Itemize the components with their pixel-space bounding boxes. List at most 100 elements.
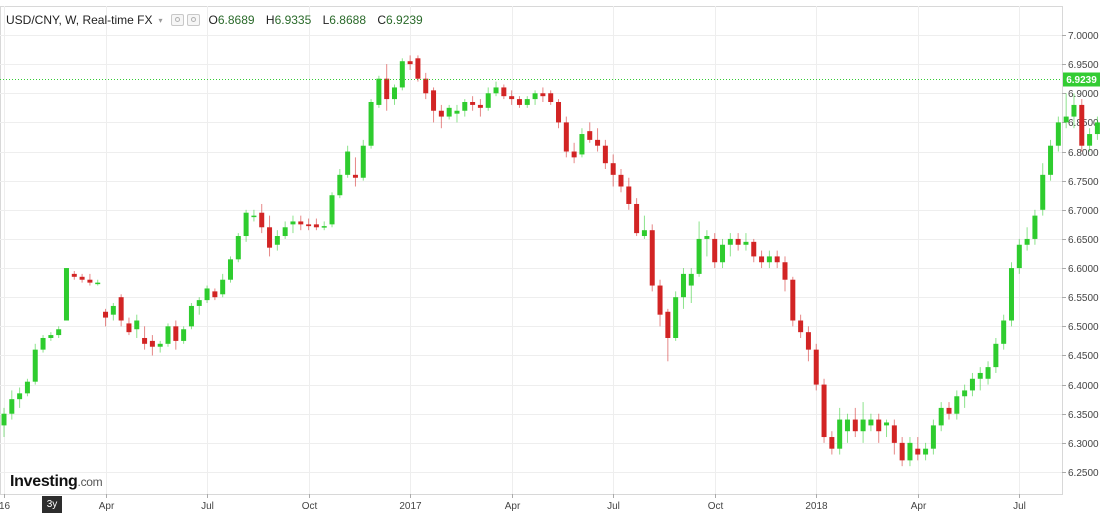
hide-icon[interactable] [186,14,200,26]
plot-frame [0,6,1063,495]
y-tick-label: 6.9000 [1068,89,1099,100]
candle-up [720,244,726,263]
candle-up [930,425,936,449]
candle-down [649,230,655,286]
y-tick-label: 6.6500 [1068,235,1099,246]
symbol-title[interactable]: USD/CNY, W, Real-time FX [6,13,153,27]
candle-up [860,419,866,432]
current-price-label: 6.9239 [1066,75,1097,86]
candle-down [126,323,132,333]
candle-up [48,335,54,338]
candle-down [501,87,507,97]
candle-up [1055,122,1061,146]
candle-down [384,78,390,100]
low-label: L [322,13,330,27]
candle-down [571,151,577,158]
candle-up [704,236,710,239]
candle-down [782,262,788,280]
candle-down [891,425,897,443]
chart-header: USD/CNY, W, Real-time FX ▾ O6.8689 H6.93… [6,13,431,27]
candle-up [1094,122,1100,135]
candle-down [915,448,921,455]
candle-up [1063,116,1069,123]
candle-down [548,93,554,103]
candle-down [876,419,882,432]
y-tick-label: 6.8000 [1068,148,1099,159]
candle-down [829,437,835,449]
candle-up [993,343,999,368]
candle-down [946,407,952,414]
candle-up [204,288,210,301]
candle-down [790,279,796,321]
candle-up [392,87,397,100]
candle-up [227,259,233,280]
candle-down [149,340,155,347]
candle-down [516,99,522,105]
candle-down [751,241,757,257]
candle-down [899,442,905,461]
candle-down [595,139,601,146]
candle-up [220,279,226,295]
candle-up [969,378,975,391]
candle-up [181,329,187,341]
candle-up [40,337,46,350]
candle-up [923,448,929,455]
candle-up [110,305,116,315]
candle-up [446,107,452,117]
candle-up [938,407,944,426]
candle-up [493,87,499,94]
candle-down [415,58,421,79]
candle-down [298,221,304,225]
candle-up [9,399,15,414]
candle-up [696,238,702,274]
candle-down [470,102,476,105]
investing-logo: Investing.com [10,473,103,491]
candle-up [844,419,850,432]
candle-down [142,337,148,344]
settings-icon[interactable] [170,14,184,26]
candle-down [352,174,358,178]
candle-up [743,241,749,245]
candle-up [462,102,468,111]
candle-up [1040,174,1046,210]
range-badge[interactable]: 3y [42,496,62,513]
x-tick-label: Jul [607,501,620,512]
candle-up [165,326,171,344]
candle-down [212,291,218,298]
candle-down [79,276,85,280]
candle-down [267,227,273,248]
candle-up [282,227,288,237]
candle-down [306,224,312,227]
candle-down [735,238,741,245]
candle-down [556,102,562,123]
candle-up [579,134,585,155]
candle-down [509,96,515,100]
candle-up [274,236,280,245]
y-tick-label: 6.3000 [1068,439,1099,450]
candle-down [423,78,429,94]
candle-up [727,238,733,245]
x-tick-label: Oct [302,501,318,512]
candle-up [290,221,296,225]
candle-up [1001,320,1007,344]
candle-up [376,78,382,105]
candle-up [157,343,163,347]
y-tick-label: 6.5500 [1068,293,1099,304]
candle-up [56,329,62,336]
candle-up [688,273,694,286]
x-tick-label: Apr [99,501,115,512]
candle-up [962,390,968,397]
chevron-down-icon[interactable]: ▾ [158,15,163,25]
candle-up [907,442,913,461]
candle-up [134,320,140,330]
candle-up [196,300,202,306]
candle-up [1008,268,1014,321]
candle-up [524,99,530,105]
ohlc-readout: O6.8689 H6.9335 L6.8688 C6.9239 [209,13,431,27]
candle-up [1016,244,1022,269]
candle-up [985,367,991,379]
candle-up [368,102,374,146]
candle-down [431,90,437,111]
candle-down [407,61,413,65]
